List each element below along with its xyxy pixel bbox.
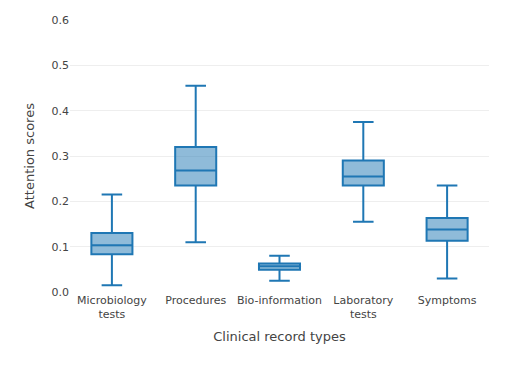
- svg-text:Laboratorytests: Laboratorytests: [333, 294, 393, 321]
- svg-text:0.3: 0.3: [52, 150, 70, 163]
- svg-text:Clinical record types: Clinical record types: [213, 329, 346, 344]
- svg-text:Procedures: Procedures: [165, 294, 226, 307]
- svg-text:0.0: 0.0: [52, 286, 70, 299]
- svg-text:Bio-information: Bio-information: [237, 294, 322, 307]
- svg-text:0.5: 0.5: [52, 59, 70, 72]
- svg-text:0.4: 0.4: [52, 105, 70, 118]
- svg-text:Symptoms: Symptoms: [418, 294, 477, 307]
- svg-text:Microbiologytests: Microbiologytests: [77, 294, 147, 321]
- svg-text:0.2: 0.2: [52, 195, 70, 208]
- svg-text:Attention scores: Attention scores: [22, 103, 37, 209]
- svg-text:0.1: 0.1: [52, 241, 70, 254]
- svg-text:0.6: 0.6: [52, 14, 70, 27]
